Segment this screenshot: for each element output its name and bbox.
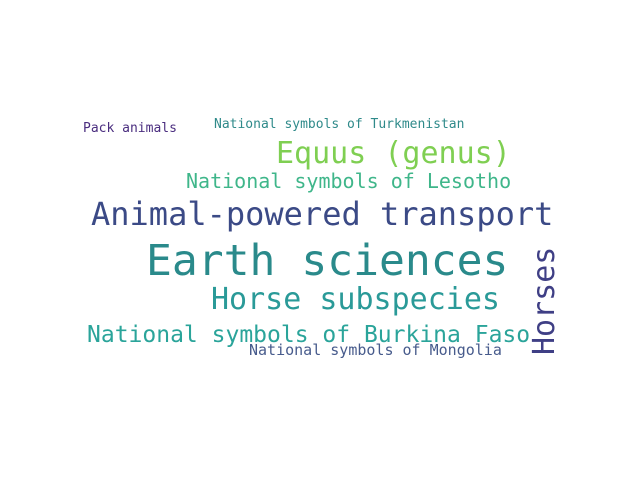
- word-pack-animals: Pack animals: [83, 121, 177, 136]
- word-earth-sciences: Earth sciences: [146, 236, 509, 286]
- word-horses: Horses: [527, 246, 562, 355]
- word-national-symbols-of-turkmenistan: National symbols of Turkmenistan: [214, 117, 465, 132]
- word-national-symbols-of-lesotho: National symbols of Lesotho: [186, 169, 512, 193]
- word-national-symbols-of-mongolia: National symbols of Mongolia: [249, 341, 502, 359]
- word-equus-genus: Equus (genus): [276, 136, 511, 171]
- word-horse-subspecies: Horse subspecies: [211, 282, 500, 317]
- word-national-symbols-of-burkina-faso: National symbols of Burkina Faso: [87, 322, 531, 348]
- word-animal-powered-transport: Animal-powered transport: [91, 195, 554, 233]
